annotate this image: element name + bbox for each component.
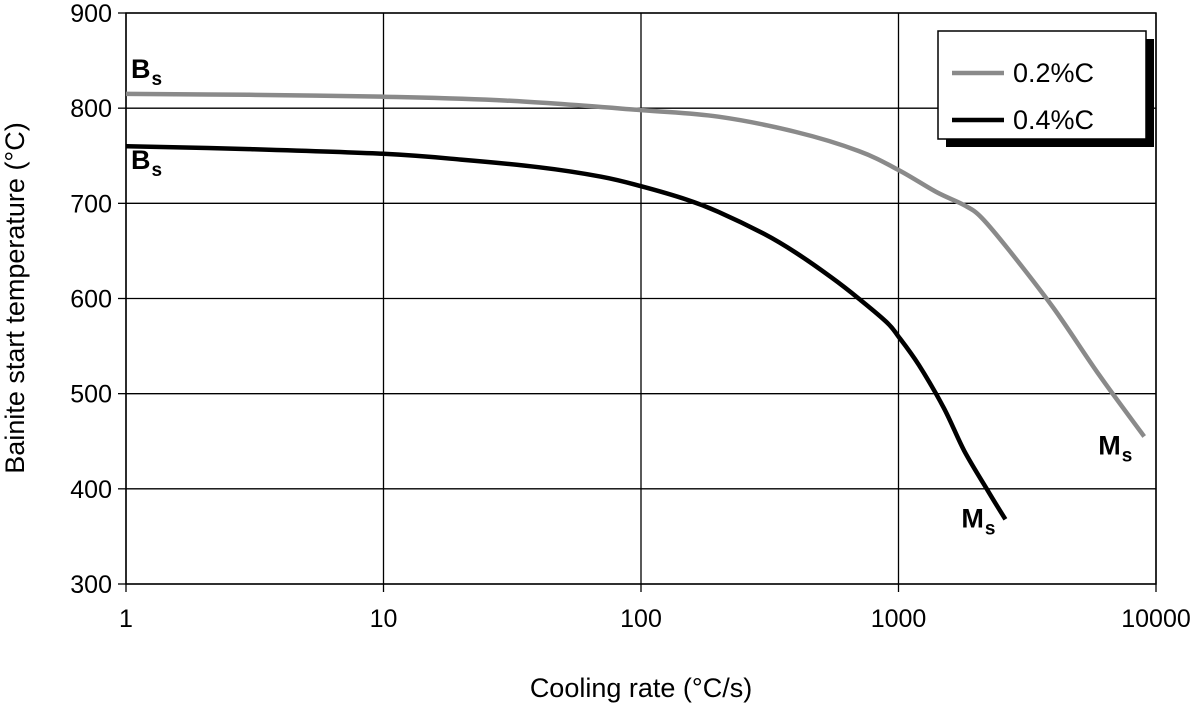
y-tick-label-400: 400	[70, 476, 112, 504]
annotation-main-text: B	[131, 54, 151, 84]
legend-label-0.4c: 0.4%C	[1013, 105, 1094, 135]
y-tick-labels: 300 400 500 600 700 800 900	[70, 0, 126, 599]
annotation-main-text: M	[1098, 430, 1121, 460]
y-tick-label-700: 700	[70, 190, 112, 218]
x-tick-label-1: 1	[119, 605, 133, 633]
y-tick-label-300: 300	[70, 571, 112, 599]
x-tick-label-1000: 1000	[871, 605, 927, 633]
annotation-subscript: s	[152, 160, 163, 181]
x-tick-labels: 1 10 100 1000 10000	[119, 584, 1191, 633]
annotation-main-text: B	[131, 145, 151, 175]
annotation-bs-0.4c: Bs	[131, 145, 162, 181]
legend-label-0.2c: 0.2%C	[1013, 58, 1094, 88]
legend: 0.2%C 0.4%C	[937, 30, 1154, 147]
series-line-0.2c	[125, 91, 1147, 438]
series-layer	[125, 91, 1147, 521]
x-tick-label-10000: 10000	[1121, 605, 1191, 633]
x-tick-label-100: 100	[620, 605, 662, 633]
y-tick-label-500: 500	[70, 381, 112, 409]
annotation-ms-0.2c: Ms	[1098, 430, 1132, 466]
annotation-subscript: s	[985, 518, 996, 539]
annotation-subscript: s	[1122, 445, 1133, 466]
x-tick-label-10: 10	[370, 605, 398, 633]
x-axis-title: Cooling rate (°C/s)	[530, 673, 752, 703]
annotation-bs-0.2c: Bs	[131, 54, 162, 90]
y-tick-label-900: 900	[70, 0, 112, 28]
annotation-subscript: s	[152, 69, 163, 90]
y-axis-title: Bainite start temperature (°C)	[0, 122, 30, 473]
y-tick-label-800: 800	[70, 95, 112, 123]
annotation-ms-0.4c: Ms	[961, 503, 995, 539]
series-line-0.4c	[125, 143, 1008, 521]
y-tick-label-600: 600	[70, 286, 112, 314]
annotation-main-text: M	[961, 503, 984, 533]
